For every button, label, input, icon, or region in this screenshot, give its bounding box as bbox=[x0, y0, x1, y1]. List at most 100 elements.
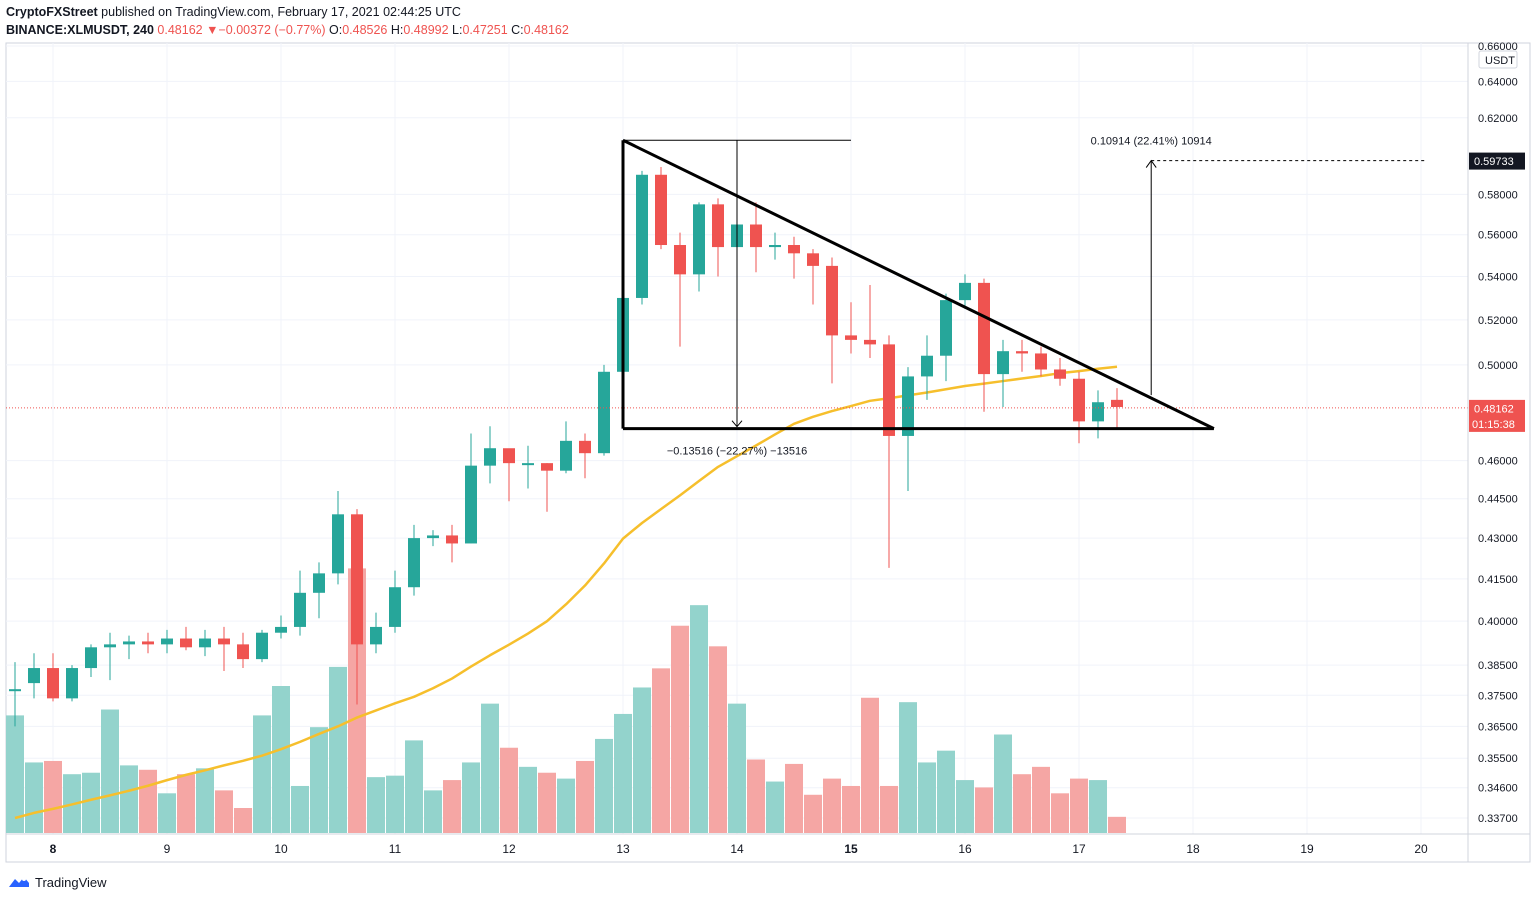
candle bbox=[446, 524, 458, 563]
candle bbox=[788, 236, 800, 279]
publisher-name[interactable]: CryptoFXStreet bbox=[6, 5, 98, 19]
tradingview-logo-icon bbox=[9, 877, 29, 887]
candle bbox=[541, 463, 553, 512]
time-tick-label: 11 bbox=[389, 842, 402, 856]
target-price-label: 0.59733 bbox=[1474, 156, 1514, 168]
candle-body bbox=[408, 538, 420, 588]
candles bbox=[9, 167, 1123, 727]
volume-bar bbox=[215, 790, 233, 833]
candle-body bbox=[465, 465, 477, 544]
price-tick-label: 0.37500 bbox=[1478, 690, 1518, 702]
candle bbox=[598, 364, 610, 456]
price-tick-label: 0.36500 bbox=[1478, 721, 1518, 733]
ma-line bbox=[14, 365, 1118, 820]
candle bbox=[921, 335, 933, 400]
candle bbox=[427, 530, 439, 547]
candle-body bbox=[636, 174, 648, 298]
volume-bar bbox=[671, 625, 689, 833]
triangle-pattern: −0.13516 (−22.27%) −13516 0.10914 (22.41%… bbox=[6, 136, 1468, 458]
candle bbox=[522, 445, 534, 489]
volume-bar bbox=[462, 762, 480, 833]
candle-body bbox=[769, 245, 781, 248]
candle-body bbox=[902, 376, 914, 436]
time-tick-label: 15 bbox=[844, 842, 858, 856]
candle bbox=[275, 615, 287, 639]
bar-countdown-label: 01:15:38 bbox=[1472, 419, 1515, 431]
candle-body bbox=[845, 335, 857, 340]
candle-body bbox=[579, 440, 591, 454]
candle-body bbox=[123, 641, 135, 645]
volume-bar bbox=[6, 715, 24, 833]
volume-bar bbox=[614, 713, 632, 833]
volume-bar bbox=[139, 769, 157, 833]
time-axis[interactable]: 8 9 10 11 12 13 14 15 16 17 18 19 20 bbox=[6, 833, 1530, 856]
candle bbox=[560, 421, 572, 474]
candle-body bbox=[1092, 402, 1104, 422]
volume-bar bbox=[1013, 774, 1031, 833]
moving-average bbox=[14, 365, 1118, 820]
triangle-upper-trendline bbox=[622, 138, 1215, 430]
current-price-badge bbox=[1469, 399, 1525, 432]
symbol-label: BINANCE:XLMUSDT, 240 bbox=[6, 23, 154, 37]
volume-bar bbox=[443, 780, 461, 833]
candle-body bbox=[655, 174, 667, 246]
volume-bar bbox=[272, 686, 290, 833]
candle bbox=[180, 626, 192, 651]
price-tick-label: 0.62000 bbox=[1478, 113, 1518, 125]
price-tick-label: 0.41500 bbox=[1478, 574, 1518, 586]
candle-body bbox=[47, 668, 59, 699]
candle bbox=[142, 632, 154, 654]
volume-bar bbox=[405, 740, 423, 833]
volume-bar bbox=[234, 808, 252, 833]
volume-bar bbox=[310, 727, 328, 833]
tradingview-footer[interactable]: TradingView bbox=[8, 872, 107, 892]
candle-body bbox=[180, 638, 192, 648]
time-tick-label: 8 bbox=[50, 842, 57, 856]
candle bbox=[104, 632, 116, 681]
close-value: 0.48162 bbox=[523, 23, 569, 37]
price-tick-label: 0.64000 bbox=[1478, 76, 1518, 88]
candle bbox=[199, 629, 211, 657]
candle bbox=[9, 662, 21, 727]
candle bbox=[123, 635, 135, 660]
price-tick-label: 0.35500 bbox=[1478, 753, 1518, 765]
time-tick-label: 20 bbox=[1414, 842, 1428, 856]
candle bbox=[294, 570, 306, 636]
candle bbox=[997, 339, 1009, 407]
high-label: H: bbox=[390, 23, 404, 37]
candle-body bbox=[693, 204, 705, 275]
candle bbox=[712, 198, 724, 277]
price-tick-label: 0.40000 bbox=[1478, 616, 1518, 628]
target-annotation: 0.10914 (22.41%) 10914 bbox=[1091, 136, 1212, 148]
candle bbox=[1054, 358, 1066, 386]
current-price-label: 0.48162 bbox=[1474, 403, 1514, 415]
candle-body bbox=[788, 245, 800, 254]
volume-bar bbox=[747, 759, 765, 833]
time-tick-label: 18 bbox=[1186, 842, 1200, 856]
price-tick-label: 0.56000 bbox=[1478, 230, 1518, 242]
published-text: published on TradingView.com, February 1… bbox=[101, 5, 461, 19]
price-axis[interactable]: 0.66000 0.64000 0.62000 0.58000 0.56000 0.540… bbox=[1467, 41, 1525, 862]
candle-body bbox=[1111, 399, 1123, 407]
volume-bar bbox=[937, 750, 955, 833]
price-tick-label: 0.46000 bbox=[1478, 456, 1518, 468]
candle-body bbox=[1054, 369, 1066, 379]
candle-body bbox=[218, 638, 230, 645]
triangle-down-icon: ▼ bbox=[206, 23, 219, 37]
candle-body bbox=[959, 282, 971, 301]
candle bbox=[484, 426, 496, 484]
volume-bar bbox=[120, 765, 138, 833]
candle bbox=[674, 232, 686, 347]
candle-body bbox=[522, 463, 534, 466]
candle-body bbox=[940, 300, 952, 356]
volume-bar bbox=[709, 646, 727, 833]
volume-bar bbox=[424, 790, 442, 833]
volume-bar bbox=[785, 763, 803, 833]
candle bbox=[579, 433, 591, 479]
volume-bar bbox=[386, 775, 404, 833]
candle-body bbox=[674, 245, 686, 275]
time-tick-label: 13 bbox=[616, 842, 630, 856]
candle bbox=[161, 629, 173, 654]
candle bbox=[66, 665, 78, 702]
